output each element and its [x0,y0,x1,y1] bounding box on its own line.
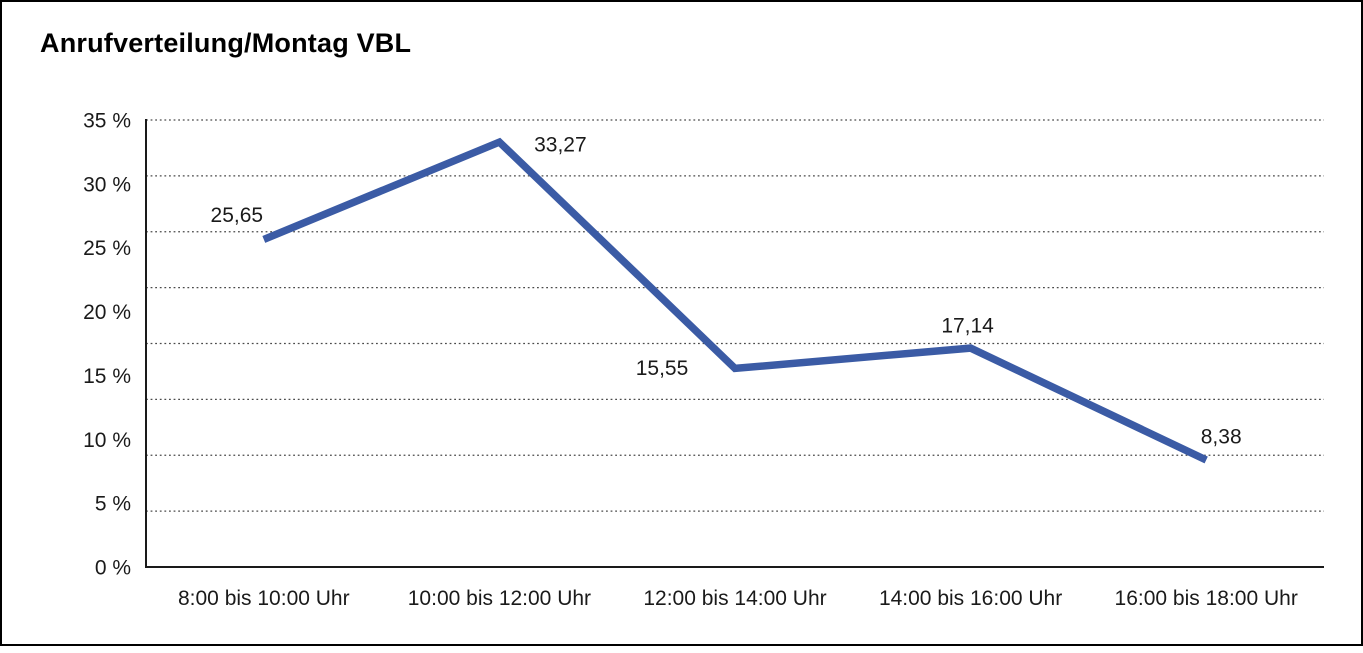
y-tick-label: 20 % [83,301,131,324]
x-tick-label: 12:00 bis 14:00 Uhr [643,587,826,610]
y-tick-label: 30 % [83,173,131,196]
value-label: 25,65 [211,204,264,227]
x-tick-label: 14:00 bis 16:00 Uhr [879,587,1062,610]
value-label: 15,55 [636,357,689,380]
value-label: 8,38 [1201,425,1242,448]
y-tick-label: 10 % [83,429,131,452]
x-tick-label: 16:00 bis 18:00 Uhr [1115,587,1298,610]
y-tick-label: 5 % [95,493,131,516]
x-tick-label: 10:00 bis 12:00 Uhr [408,587,591,610]
value-label: 17,14 [941,315,994,338]
data-series-line [262,137,1208,464]
value-label: 33,27 [534,134,587,157]
x-tick-label: 8:00 bis 10:00 Uhr [178,587,350,610]
chart-title: Anrufverteilung/Montag VBL [40,28,412,58]
y-tick-label: 0 % [95,557,131,580]
y-tick-label: 15 % [83,365,131,388]
y-tick-label: 35 % [83,110,131,133]
y-tick-label: 25 % [83,237,131,260]
